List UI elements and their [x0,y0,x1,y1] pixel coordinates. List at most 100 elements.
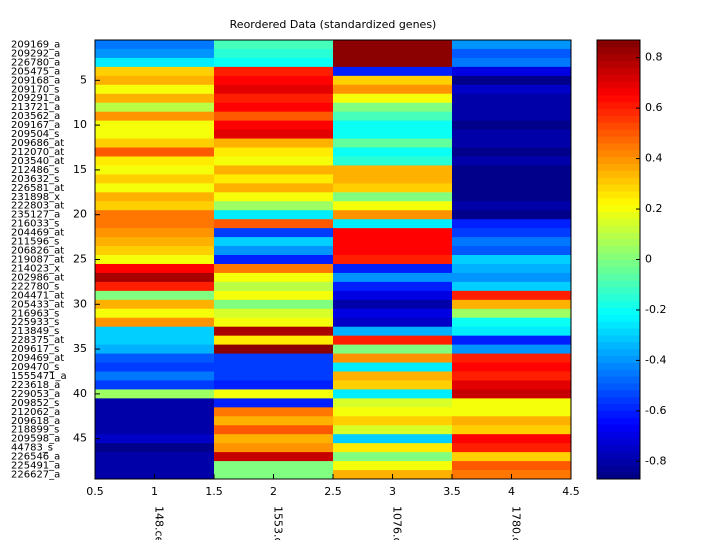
row-label: 209169_a [11,39,60,50]
row-label: 216963_s [11,308,59,319]
row-label: 209598_a [11,434,60,445]
colorbar-tick-label: 0.2 [645,202,663,215]
heatmap-cell [95,263,215,274]
heatmap-cell [95,201,215,211]
heatmap-cell [95,380,215,390]
row-label: 209852_s [11,398,59,409]
heatmap-cell [333,461,453,471]
heatmap-cell [333,93,453,104]
colorbar-swatch [597,355,640,363]
heatmap-cell [95,371,215,381]
y-tick-label: 25 [73,253,87,266]
heatmap-cell [95,40,215,50]
heatmap-cell [452,201,572,211]
row-label: 214023_x [11,263,60,274]
colorbar-swatch [597,465,640,473]
heatmap-cell [333,246,453,256]
heatmap-cell [95,416,215,426]
heatmap-cell [214,425,334,435]
heatmap-cell [214,156,334,166]
heatmap-cell [95,353,215,364]
heatmap-cell [452,353,572,364]
colorbar-swatch [597,156,640,164]
colorbar-swatch [597,101,640,110]
row-label: 212070_at [11,147,64,158]
colorbar-tick-label: 0.8 [645,51,663,64]
colorbar-swatch [597,170,640,178]
heatmap-cell [452,219,572,229]
heatmap-cell [452,281,572,292]
row-label: 209617_s [11,344,59,355]
colorbar-swatch [597,94,640,103]
heatmap-cell [452,228,572,238]
heatmap-cell [452,272,572,283]
heatmap-cell [333,75,453,86]
heatmap-cell [452,84,572,95]
heatmap-cell [95,425,215,435]
heatmap-cell [95,335,215,346]
row-label: 209291_a [11,93,60,104]
colorbar-swatch [597,321,640,329]
row-label: 203632_s [11,174,59,185]
heatmap-cell [214,398,334,408]
row-label: 209504_s [11,129,59,140]
heatmap-cell [452,326,572,337]
heatmap-cell [333,219,453,229]
heatmap-cell [95,174,215,184]
colorbar-swatch [597,424,640,432]
heatmap-cell [452,299,572,310]
x-tick-label: 1 [151,485,158,498]
heatmap-cell [333,389,453,399]
y-tick-label: 30 [73,297,87,310]
heatmap-cell [333,407,453,417]
heatmap-cell [333,317,453,328]
heatmap-cell [95,165,215,175]
y-tick-label: 10 [73,118,87,131]
heatmap-cell [214,129,334,140]
heatmap-cell [333,308,453,319]
heatmap-cell [214,461,334,471]
colorbar-swatch [597,403,640,411]
heatmap-cell [214,111,334,122]
colorbar-swatch [597,136,640,144]
colorbar-swatch [597,211,640,219]
heatmap-cell [95,308,215,319]
heatmap-cell [95,362,215,372]
heatmap-cell [333,425,453,435]
colorbar-tick-label: -0.2 [645,303,666,316]
heatmap-cell [214,380,334,390]
heatmap-cell [452,461,572,471]
heatmap-cell [333,165,453,175]
row-label: 209469_at [11,353,64,364]
heatmap-cell [95,272,215,283]
colorbar-swatch [597,252,640,260]
heatmap-cell [452,93,572,104]
heatmap-cell [214,84,334,95]
heatmap-cell [95,344,215,355]
heatmap-cell [214,290,334,301]
colorbar-swatch [597,266,640,274]
colorbar-swatch [597,53,640,62]
colorbar-swatch [597,444,640,453]
heatmap-cell [95,138,215,149]
heatmap-cell [214,353,334,364]
row-label: 229053_a [11,389,60,400]
heatmap-cell [214,40,334,50]
heatmap-cell [95,75,215,86]
heatmap-cell [214,228,334,238]
heatmap-cell [214,362,334,372]
colorbar-swatch [597,163,640,171]
heatmap-cell [214,416,334,426]
colorbar-swatch [597,417,640,425]
heatmap-cell [95,407,215,417]
heatmap-cell [214,452,334,462]
colorbar-swatch [597,437,640,446]
row-label: 226780_a [11,57,60,68]
x-tick-label: 2.5 [324,485,342,498]
heatmap-cell [214,147,334,157]
heatmap-cell [214,344,334,355]
heatmap-cell [95,192,215,202]
colorbar-swatch [597,396,640,405]
colorbar-swatch [597,81,640,89]
colorbar-swatch [597,458,640,466]
